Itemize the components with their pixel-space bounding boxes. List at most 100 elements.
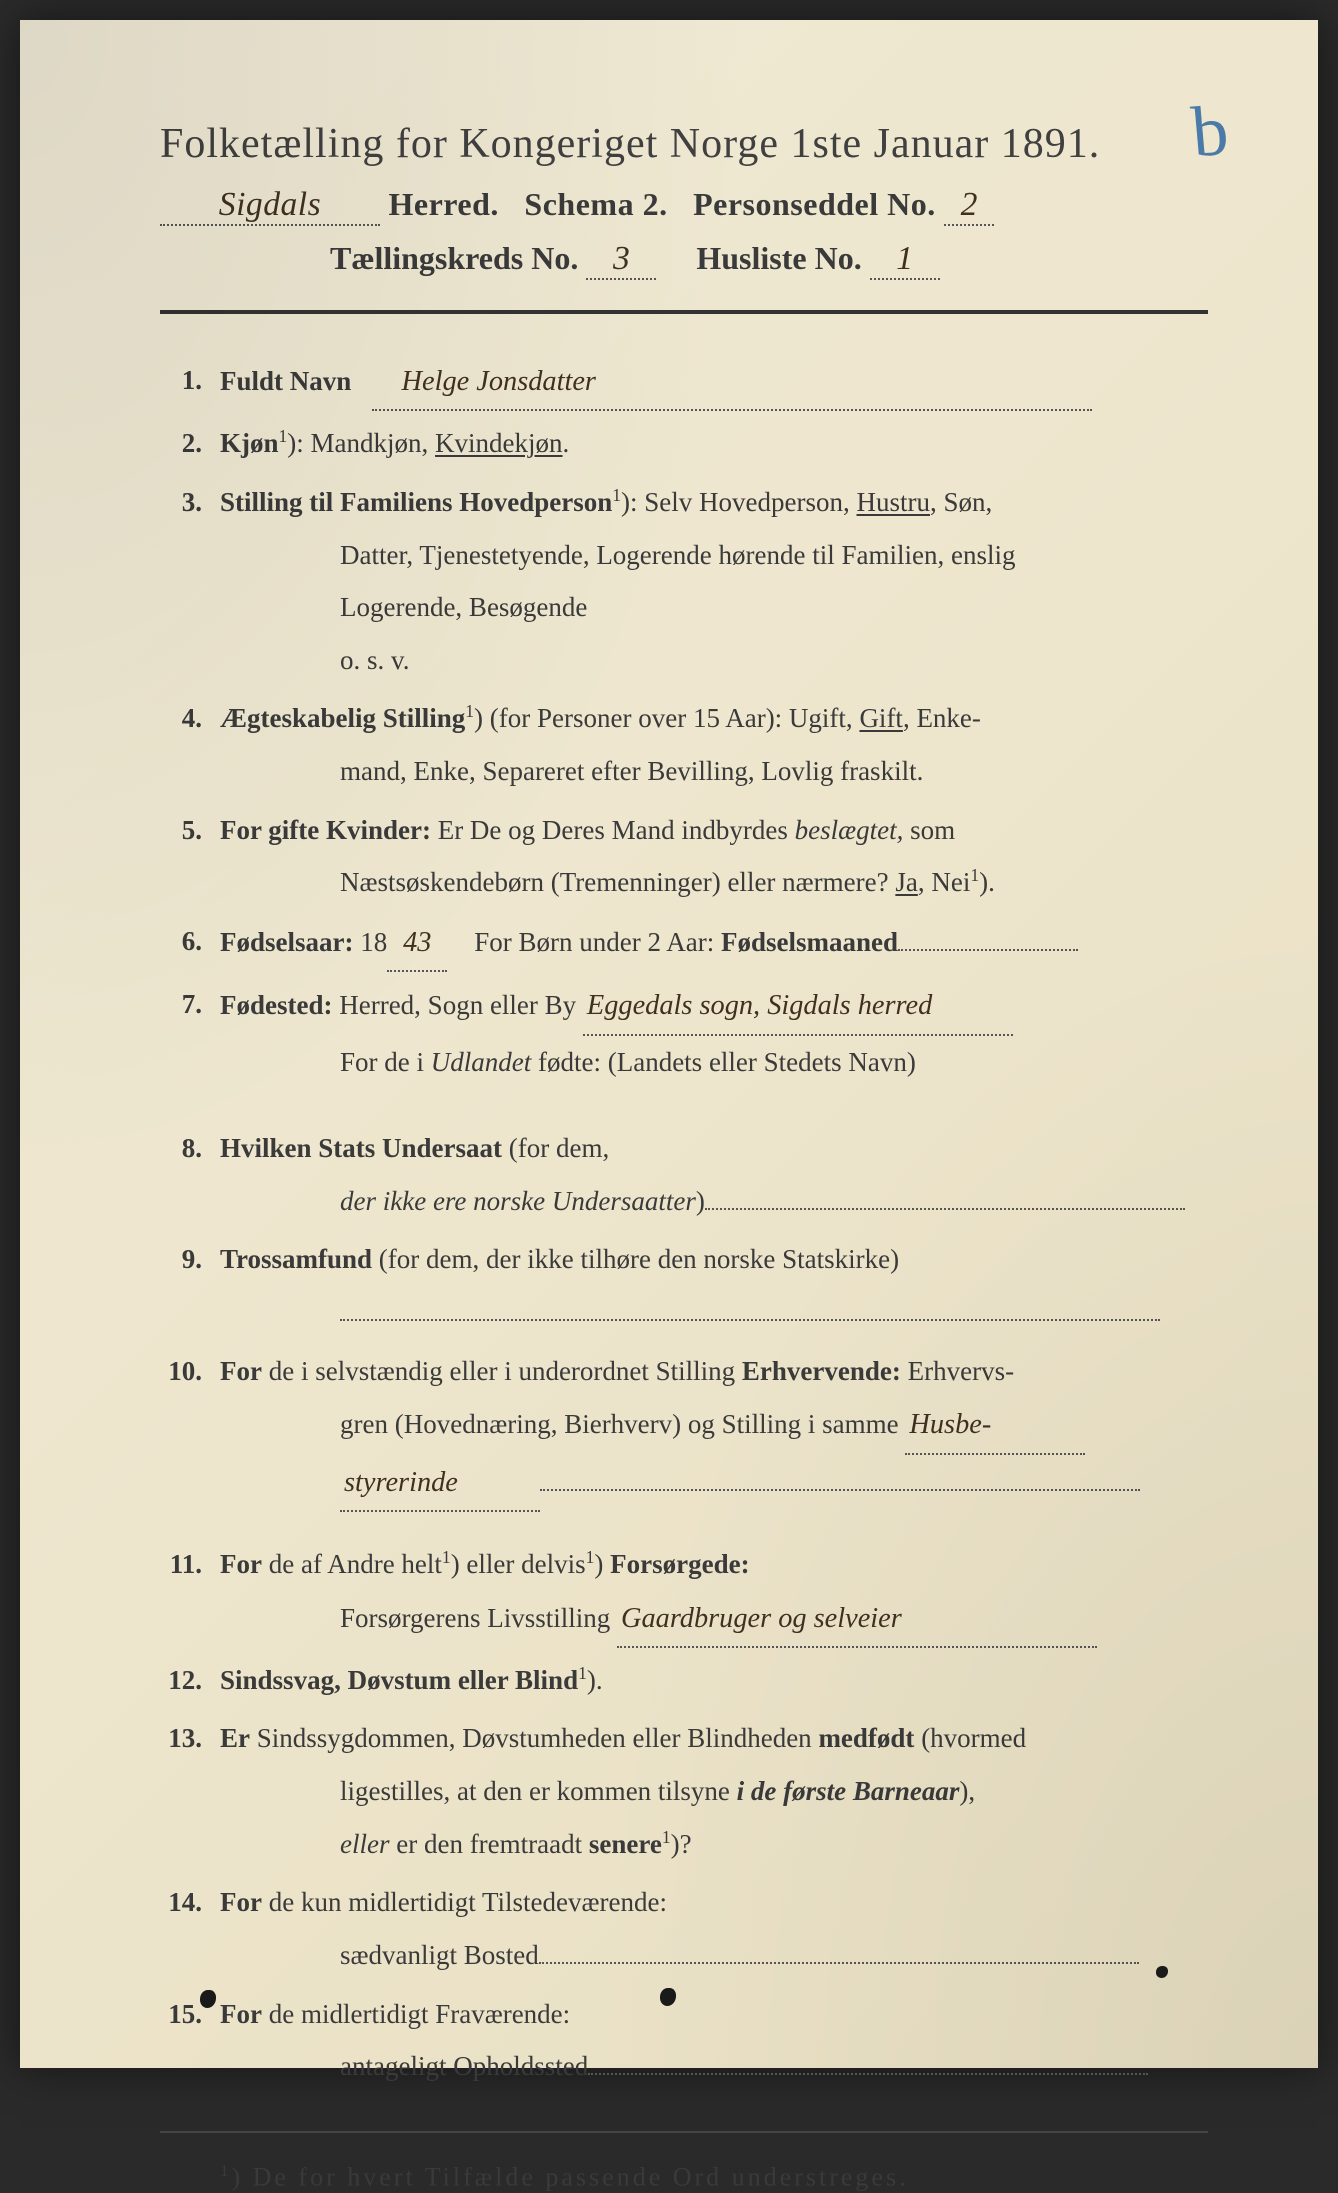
item-content: Fødested: Herred, Sogn eller By Eggedals… [220,978,1208,1088]
footnote-ref: 1 [465,701,474,721]
field-label: For [220,1549,262,1579]
footnote-ref: 1 [662,1827,671,1847]
item-content: Kjøn1): Mandkjøn, Kvindekjøn. [220,417,1208,470]
text: ) eller delvis [451,1549,586,1579]
continuation: antageligt Opholdssted [220,2040,1208,2093]
item-10: 10. For de i selvstændig eller i underor… [160,1345,1208,1512]
provider-value: Gaardbruger og selveier [617,1591,1097,1648]
item-number: 13. [160,1712,220,1870]
item-15: 15. For de midlertidigt Fraværende: anta… [160,1988,1208,2093]
continuation: For de i Udlandet fødte: (Landets eller … [220,1036,1208,1089]
text: fødte: (Landets eller Stedets Navn) [531,1047,916,1077]
text: ), [959,1776,975,1806]
item-content: Fuldt Navn Helge Jonsdatter [220,354,1208,411]
year-value: 43 [387,915,447,972]
schema-label: Schema 2. [524,186,667,222]
item-6: 6. Fødselsaar: 1843 For Børn under 2 Aar… [160,915,1208,972]
text: de midlertidigt Fraværende: [262,1999,570,2029]
field-label: For [220,1356,262,1386]
footnote-text: ) De for hvert Tilfælde passende Ord und… [231,2163,908,2192]
italic-text: i de første Barneaar [737,1776,960,1806]
continuation: mand, Enke, Separeret efter Bevilling, L… [220,745,1208,798]
item-number: 2. [160,417,220,470]
text: ) (for Personer over 15 Aar): Ugift, [474,703,859,733]
item-8: 8. Hvilken Stats Undersaat (for dem, der… [160,1122,1208,1227]
husliste-value: 1 [870,240,940,280]
text: antageligt Opholdssted [340,2051,588,2081]
husliste-label: Husliste No. [696,240,861,276]
field-label: For [220,1887,262,1917]
item-13: 13. Er Sindssygdommen, Døvstumheden elle… [160,1712,1208,1870]
italic-text: Udlandet [431,1047,532,1077]
text: Sindssygdommen, Døvstumheden eller Blind… [250,1723,818,1753]
item-5: 5. For gifte Kvinder: Er De og Deres Man… [160,804,1208,909]
text: (for dem, der ikke tilhøre den norske St… [372,1244,899,1274]
item-number: 6. [160,915,220,972]
text: Næstsøskendebørn (Tremenninger) eller næ… [340,867,895,897]
occupation-value-cont: styrerinde [340,1455,540,1512]
text: For de i [340,1047,431,1077]
text: Er De og Deres Mand indbyrdes [431,815,795,845]
italic-text: beslægtet, [795,815,904,845]
item-11: 11. For de af Andre helt1) eller delvis1… [160,1538,1208,1648]
footnote: 1) De for hvert Tilfælde passende Ord un… [220,2161,1208,2193]
divider-top [160,310,1208,314]
field-label: Sindssvag, Døvstum eller Blind [220,1665,578,1695]
item-number: 4. [160,692,220,797]
text: For Børn under 2 Aar: [474,927,721,957]
item-content: For de midlertidigt Fraværende: antageli… [220,1988,1208,2093]
herred-label: Herred. [389,186,499,222]
personseddel-value: 2 [944,186,994,226]
bold-text: Erhvervende: [742,1356,901,1386]
item-content: Trossamfund (for dem, der ikke tilhøre d… [220,1233,1208,1338]
dotted-blank [340,1319,1160,1321]
text: de kun midlertidigt Tilstedeværende: [262,1887,667,1917]
text: Herred, Sogn eller By [332,990,576,1020]
item-content: For de af Andre helt1) eller delvis1) Fo… [220,1538,1208,1648]
occupation-value: Husbe- [905,1397,1085,1454]
item-content: For de i selvstændig eller i underordnet… [220,1345,1208,1512]
footnote-marker: 1 [220,2161,231,2180]
continuation: o. s. v. [220,634,1208,687]
item-number: 1. [160,354,220,411]
main-title: Folketælling for Kongeriget Norge 1ste J… [160,120,1208,168]
footnote-ref: 1 [970,865,979,885]
footnote-ref: 1 [442,1547,451,1567]
text: Forsørgerens Livsstilling [340,1603,610,1633]
item-number: 9. [160,1233,220,1338]
text: . [563,428,570,458]
field-label: Hvilken Stats Undersaat [220,1133,502,1163]
field-label: Ægteskabelig Stilling [220,703,465,733]
text: (for dem, [502,1133,609,1163]
continuation: Næstsøskendebørn (Tremenninger) eller næ… [220,856,1208,909]
corner-annotation: b [1188,89,1231,175]
bold-text: Forsørgede: [610,1549,749,1579]
dotted-blank [540,1489,1140,1491]
spacer [160,1094,1208,1122]
field-label: Fuldt Navn [220,366,351,396]
item-number: 7. [160,978,220,1088]
italic-text: der ikke ere norske Undersaatter [340,1186,696,1216]
year-prefix: 18 [360,927,387,957]
item-number: 11. [160,1538,220,1648]
birthplace-value: Eggedals sogn, Sigdals herred [583,978,1013,1035]
selected-option: Hustru [857,487,931,517]
text: gren (Hovednæring, Bierhverv) og Stillin… [340,1409,899,1439]
text: , Søn, [930,487,992,517]
header-line-2: Sigdals Herred. Schema 2. Personseddel N… [160,186,1208,226]
item-number: 12. [160,1654,220,1707]
divider-bottom [160,2131,1208,2133]
text: ) [594,1549,610,1579]
continuation: styrerinde [220,1455,1208,1512]
item-7: 7. Fødested: Herred, Sogn eller By Egged… [160,978,1208,1088]
text: ligestilles, at den er kommen tilsyne [340,1776,737,1806]
dotted-blank [898,949,1078,951]
form-body: 1. Fuldt Navn Helge Jonsdatter 2. Kjøn1)… [160,354,1208,2093]
spacer [160,1518,1208,1538]
item-content: Sindssvag, Døvstum eller Blind1). [220,1654,1208,1707]
continuation: eller er den fremtraadt senere1)? [220,1818,1208,1871]
census-form-page: b Folketælling for Kongeriget Norge 1ste… [20,20,1318,2068]
continuation: der ikke ere norske Undersaatter) [220,1175,1208,1228]
footnote-ref: 1 [279,426,288,446]
kreds-label: Tællingskreds No. [330,240,578,276]
